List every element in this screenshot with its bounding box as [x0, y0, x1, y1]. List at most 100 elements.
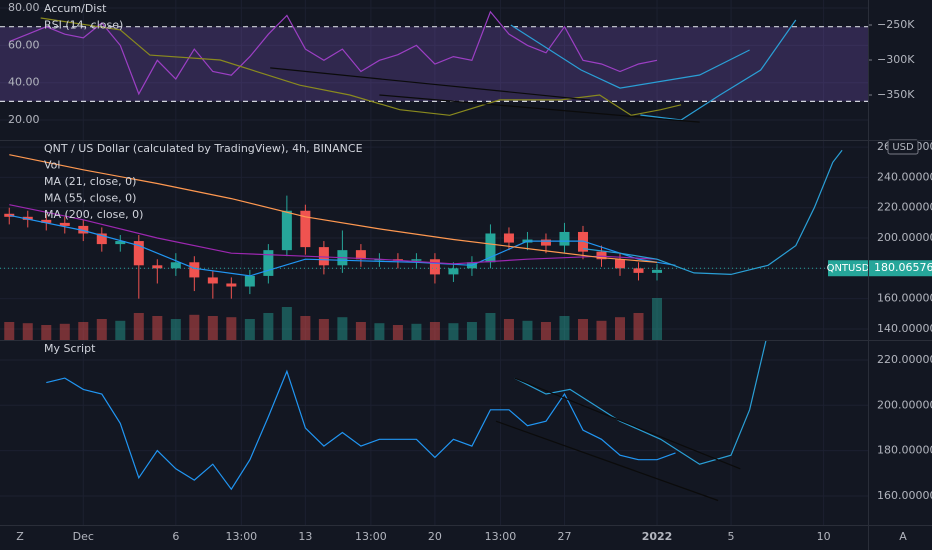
candle-body: [133, 241, 144, 266]
candle-body: [263, 250, 274, 276]
candle-body: [503, 233, 514, 243]
x-tick-label: 5: [728, 530, 735, 543]
rsi-band: [0, 26, 868, 102]
y-tick-label: 220.000000: [877, 353, 932, 366]
volume-bar: [577, 319, 588, 340]
candle-body: [615, 259, 625, 269]
legend-label: RSI (14, close): [44, 19, 123, 32]
y-tick-label: 240.000000: [877, 170, 932, 183]
x-tick-label: 13: [298, 530, 312, 543]
volume-bar: [466, 322, 477, 340]
y2-tick-label: −300K: [877, 53, 915, 66]
series-line: [46, 369, 676, 491]
candle-body: [485, 233, 496, 263]
candle-body: [318, 247, 329, 266]
indicator-pane: [0, 10, 868, 123]
x-tick-label: 6: [172, 530, 179, 543]
volume-bar: [78, 322, 89, 340]
price-pane: [0, 149, 868, 340]
series-line: [582, 149, 843, 276]
symbol-label: QNTUSD: [827, 263, 870, 274]
candle-body: [152, 265, 163, 269]
y-tick-label: 160.000000: [877, 292, 932, 305]
series-line: [640, 19, 797, 121]
legend-label: Accum/Dist: [44, 2, 107, 15]
x-tick-label: 2022: [642, 530, 673, 543]
volume-bar: [411, 323, 422, 340]
grid: [0, 0, 868, 525]
y-tick-label: 140.000000: [877, 322, 932, 335]
y2-tick-label: −350K: [877, 88, 915, 101]
volume-bar: [115, 320, 126, 340]
series-line: [40, 17, 682, 116]
volume-bar: [337, 317, 348, 340]
volume-bar: [429, 322, 440, 340]
series-line: [9, 10, 658, 96]
volume-bar: [522, 320, 533, 340]
candle-body: [540, 239, 551, 246]
series-line: [510, 24, 750, 89]
candle-body: [226, 283, 237, 287]
x-tick-label: 13:00: [485, 530, 517, 543]
volume-bar: [226, 317, 237, 340]
last-price-label: 180.065767: [874, 261, 932, 274]
y-tick-label: 80.00: [8, 1, 40, 14]
legend-label: MA (55, close, 0): [44, 192, 136, 205]
series-line: [514, 377, 741, 470]
volume-bar: [41, 325, 52, 340]
y-tick-label: 20.00: [8, 113, 40, 126]
x-tick-label: 27: [557, 530, 571, 543]
candle-body: [244, 275, 255, 287]
volume-bar: [244, 319, 255, 340]
volume-bar: [152, 316, 163, 340]
series-line: [495, 420, 719, 502]
candle-body: [22, 216, 33, 220]
candle-body: [281, 210, 292, 251]
volume-bar: [133, 313, 144, 340]
volume-bar: [448, 323, 459, 340]
x-tick-label: 10: [817, 530, 831, 543]
legend-label: My Script: [44, 342, 96, 355]
labels: Dec 6 13:00 13 13:00 20 13:00 27 2022 5 10 20.00 40.…: [8, 1, 932, 543]
y-tick-label: 180.000000: [877, 444, 932, 457]
candle-body: [596, 251, 607, 260]
x-tick-label: 13:00: [225, 530, 257, 543]
volume-bar: [540, 322, 551, 340]
volume-bar: [503, 319, 514, 340]
volume-bar: [615, 317, 625, 340]
volume-bar: [300, 316, 311, 340]
x-tick-label: Dec: [73, 530, 94, 543]
volume-bar: [559, 316, 570, 340]
volume-bar: [485, 313, 496, 340]
volume-bar: [318, 319, 329, 340]
candle-body: [207, 277, 218, 284]
candle-body: [59, 222, 70, 226]
volume-bar: [652, 298, 663, 340]
volume-bar: [22, 323, 33, 340]
y-tick-label: 200.000000: [877, 398, 932, 411]
series-line: [9, 154, 658, 263]
volume-bar: [207, 316, 218, 340]
legend-label: Vol: [44, 159, 60, 172]
candle-body: [300, 210, 311, 248]
candle-body: [170, 262, 181, 269]
corner-icon[interactable]: Z: [16, 530, 24, 543]
series-line: [379, 94, 700, 123]
candle-body: [96, 233, 107, 245]
candle-body: [429, 259, 440, 275]
candle-body: [448, 268, 459, 275]
volume-bar: [263, 313, 274, 340]
volume-bar: [374, 323, 385, 340]
candle-body: [633, 268, 644, 273]
script-pane: [46, 340, 767, 502]
y-tick-label: 160.000000: [877, 489, 932, 502]
legend-label: MA (200, close, 0): [44, 208, 143, 221]
corner-icon[interactable]: A: [899, 530, 907, 543]
candle-body: [411, 259, 422, 261]
volume-bar: [633, 313, 644, 340]
series-line: [9, 214, 676, 277]
y2-tick-label: −250K: [877, 18, 915, 31]
candle-body: [577, 231, 588, 252]
series-line: [514, 340, 767, 465]
